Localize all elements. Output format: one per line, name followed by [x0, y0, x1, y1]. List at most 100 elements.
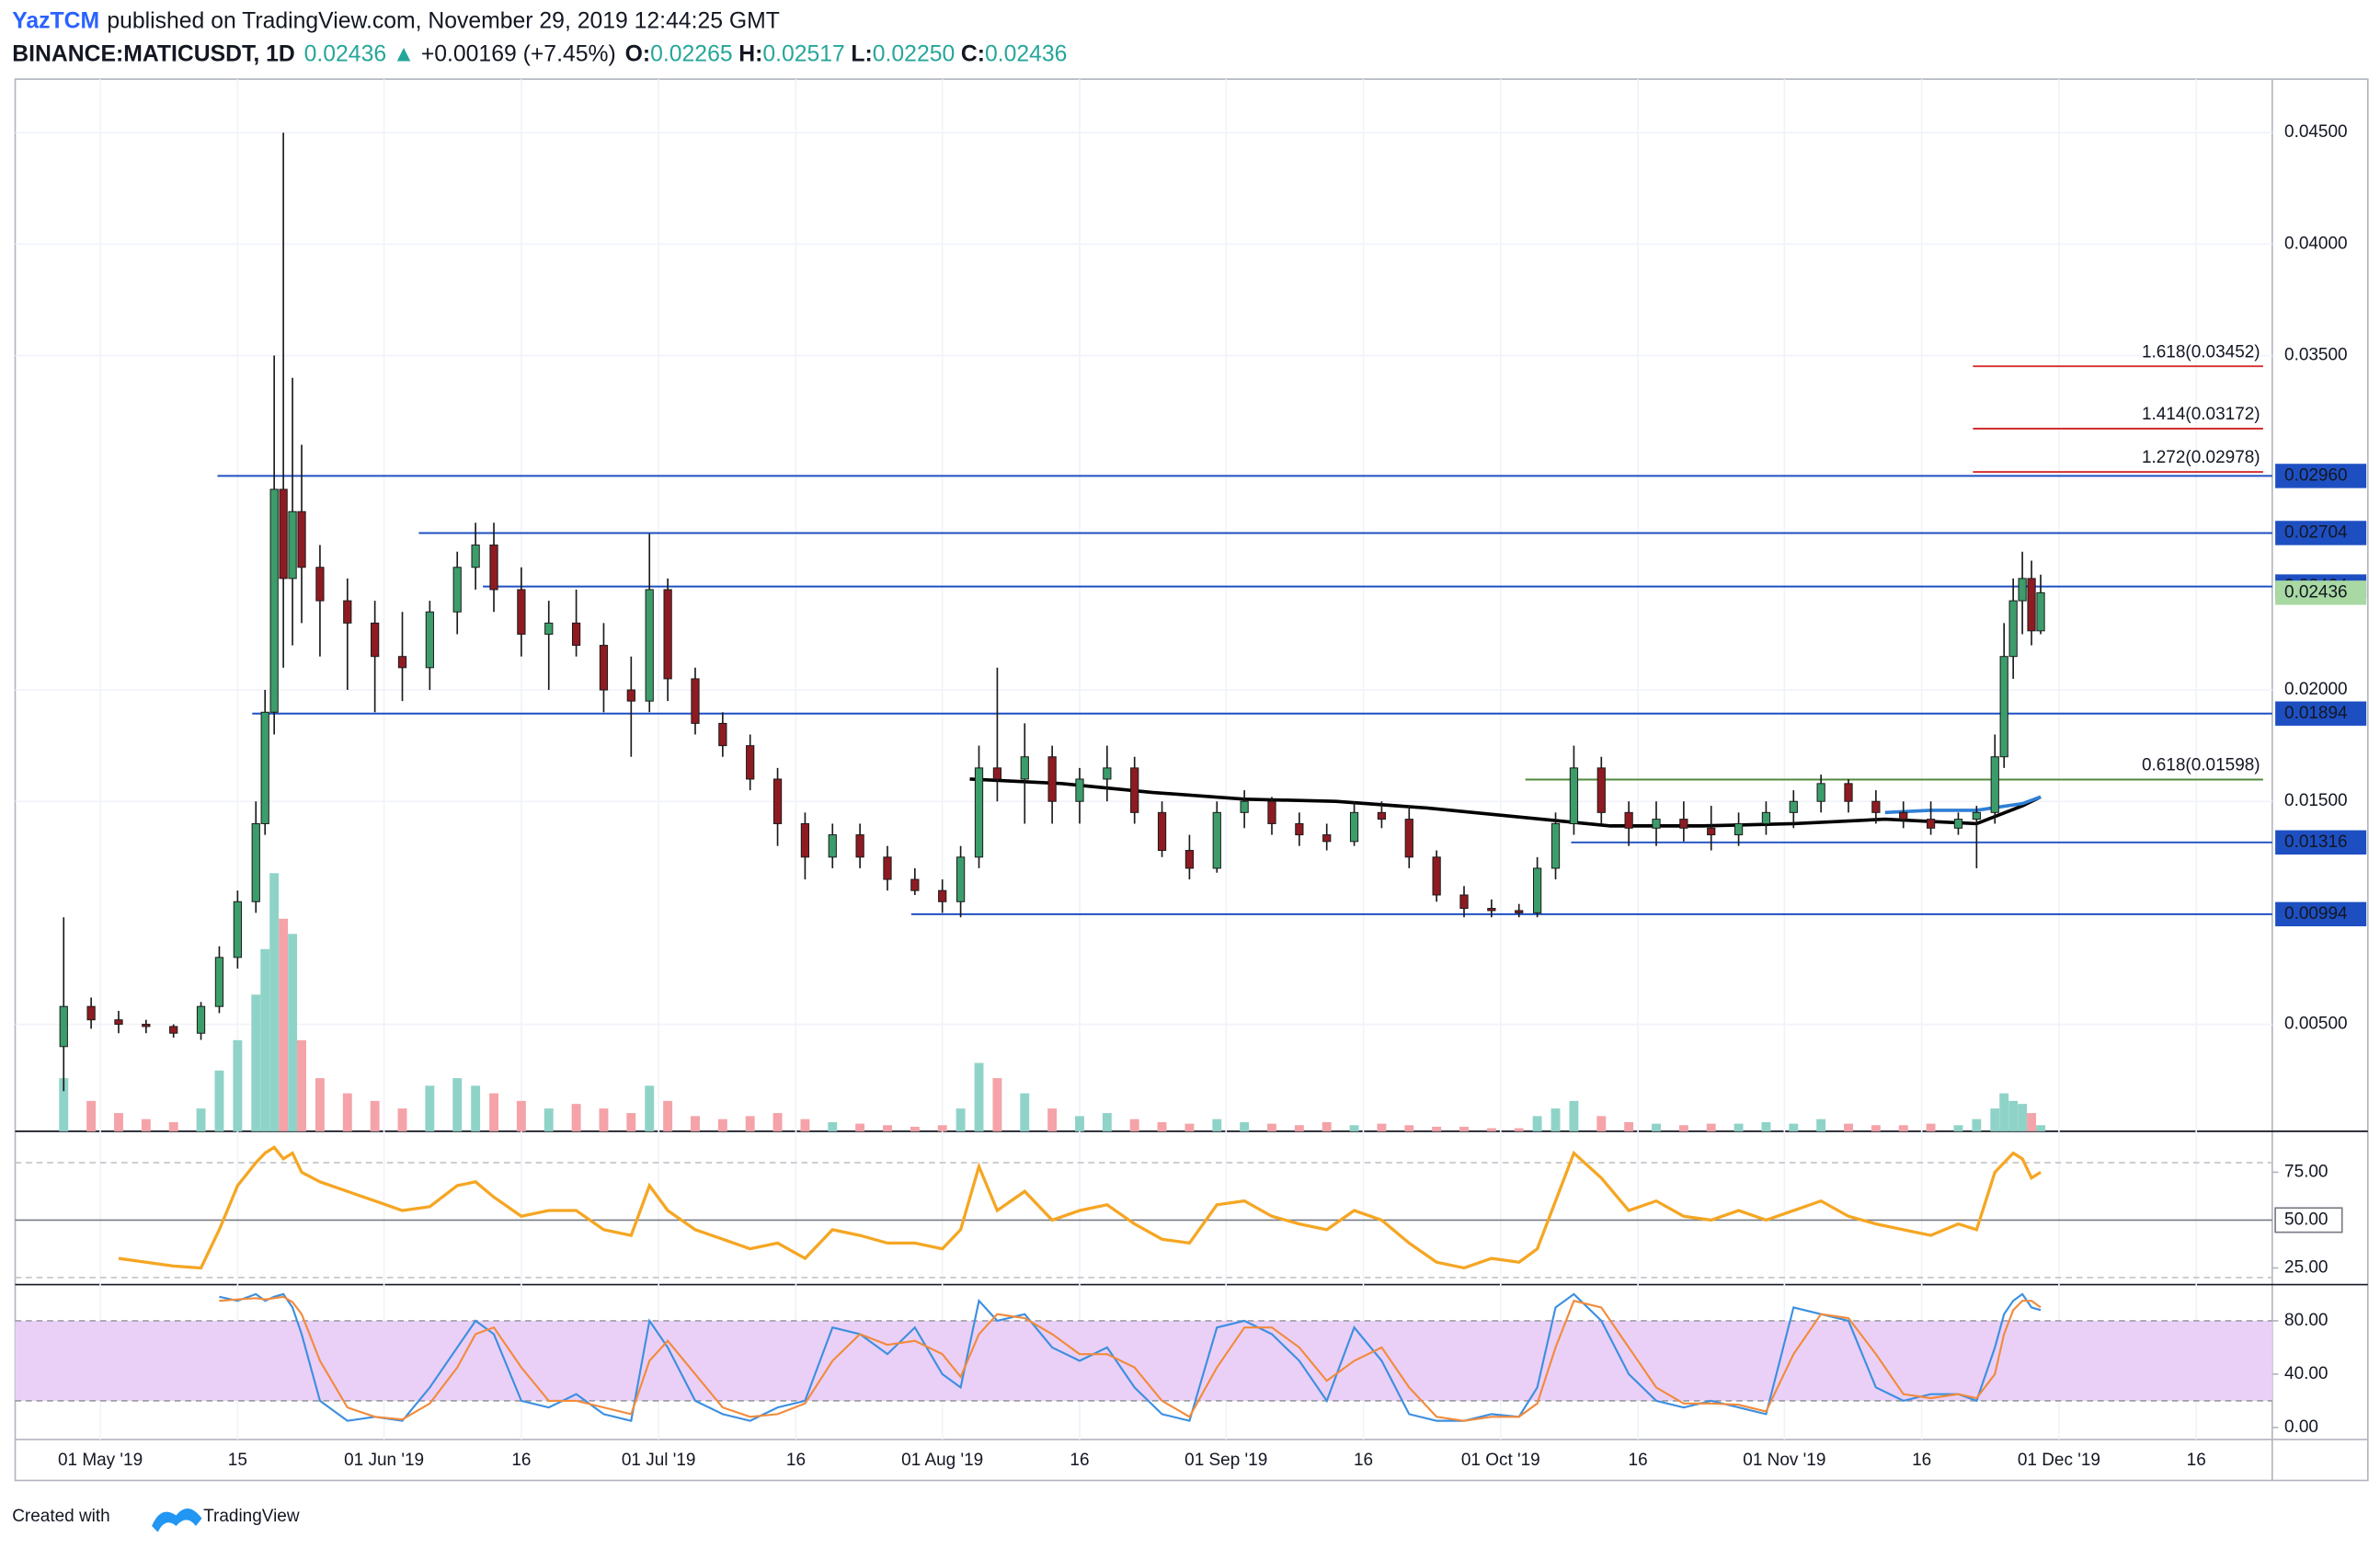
volume-bar: [168, 1121, 178, 1131]
candle-body: [1761, 811, 1771, 824]
volume-bar: [1294, 1125, 1304, 1131]
candle-body: [1871, 800, 1881, 813]
indicator-line: [219, 1295, 2042, 1422]
arrow: ▲: [393, 41, 416, 66]
volume-bar: [1761, 1121, 1771, 1131]
volume-bar: [214, 1070, 224, 1131]
candle-body: [1075, 778, 1084, 802]
candle-body: [269, 488, 279, 713]
volume-bar: [1349, 1125, 1359, 1131]
candle-body: [114, 1019, 123, 1026]
candle-body: [1130, 767, 1139, 813]
volume-bar: [1990, 1108, 2000, 1131]
candle-body: [1459, 894, 1469, 910]
volume-bar: [489, 1093, 498, 1131]
candle-body: [910, 878, 920, 891]
volume-bar: [645, 1085, 655, 1131]
x-tick-label: 15: [228, 1451, 247, 1470]
y-tick-label: 25.00: [2284, 1257, 2328, 1277]
candle-body: [1652, 819, 1661, 829]
y-tick-label: 0.04500: [2284, 122, 2348, 142]
volume-bar: [1240, 1121, 1250, 1131]
candle-body: [938, 889, 947, 902]
volume-bar: [1999, 1093, 2009, 1131]
volume-bar: [1972, 1119, 1982, 1131]
candle-body: [772, 778, 783, 824]
volume-bar: [745, 1116, 755, 1131]
candle-body: [1103, 767, 1112, 780]
volume-bar: [315, 1078, 325, 1131]
fib-label: 1.618(0.03452): [2142, 342, 2260, 361]
candle-body: [2018, 578, 2027, 602]
fib-label: 0.618(0.01598): [2142, 756, 2260, 775]
candle-body: [1349, 811, 1359, 843]
close-label: C:: [961, 41, 985, 66]
candle-body: [691, 678, 700, 724]
low-label: L:: [851, 41, 872, 66]
header-line-2: BINANCE:MATICUSDT, 1D 0.02436 ▲ +0.00169 (+…: [12, 41, 1067, 66]
last-price-label: 0.02436: [2284, 582, 2348, 602]
level-label-box: [2275, 521, 2367, 545]
volume-bar: [910, 1126, 920, 1131]
candle-body: [471, 545, 480, 568]
candle-body: [315, 567, 325, 602]
level-label-box: [2275, 701, 2367, 726]
author[interactable]: YazTCM: [12, 8, 99, 33]
candle-body: [371, 622, 380, 658]
published: published on TradingView.com, November 2…: [107, 8, 779, 33]
x-tick-label: 16: [511, 1451, 531, 1470]
volume-bar: [1550, 1108, 1561, 1131]
volume-bar: [544, 1108, 554, 1131]
change: +0.00169 (+7.45%): [421, 41, 616, 66]
volume-bar: [1816, 1119, 1826, 1131]
candle-body: [517, 589, 526, 635]
candle-body: [59, 1005, 68, 1048]
low: 0.02250: [873, 41, 955, 66]
candle-body: [279, 488, 288, 579]
volume-bar: [1871, 1125, 1881, 1131]
volume-bar: [2018, 1104, 2028, 1131]
volume-bar: [1267, 1123, 1276, 1131]
volume-bar: [1953, 1125, 1963, 1131]
volume-bar: [1532, 1116, 1542, 1131]
volume-bar: [1075, 1116, 1084, 1131]
level-label: 0.01894: [2284, 704, 2348, 723]
y-tick-label: 80.00: [2284, 1311, 2328, 1330]
candle-body: [297, 511, 306, 568]
candle-body: [1999, 656, 2008, 758]
price: 0.02436: [304, 41, 386, 66]
candle-body: [489, 545, 498, 591]
indicator-line: [219, 1292, 2042, 1422]
x-tick-label: 01 Aug '19: [901, 1451, 983, 1470]
candle-body: [1789, 800, 1798, 813]
header-line-1: YazTCM published on TradingView.com, Nove…: [12, 8, 780, 33]
volume-bar: [114, 1113, 123, 1131]
volume-bar: [2027, 1113, 2037, 1131]
level-label: 0.01316: [2284, 832, 2348, 852]
candle-body: [718, 722, 727, 747]
y-tick-label: 0.00500: [2284, 1015, 2348, 1034]
candle-body: [544, 622, 554, 635]
candle-body: [1532, 867, 1542, 913]
candle-body: [1596, 767, 1606, 813]
candle-body: [1707, 827, 1716, 836]
volume-bar: [196, 1108, 206, 1131]
candle-body: [196, 1005, 206, 1034]
footer-brand[interactable]: TradingView: [203, 1507, 300, 1526]
y-tick-label: 0.01500: [2284, 791, 2348, 810]
volume-bar: [1569, 1100, 1579, 1131]
volume-bar: [1486, 1128, 1496, 1131]
volume-bar: [1624, 1121, 1634, 1131]
candle-body: [214, 957, 224, 1007]
volume-bar: [233, 1039, 243, 1131]
candle-body: [288, 511, 297, 579]
x-tick-label: 16: [1354, 1451, 1373, 1470]
open-label: O:: [625, 41, 651, 66]
candle-body: [1267, 800, 1276, 824]
candle-body: [1157, 811, 1167, 852]
candle-body: [1322, 834, 1332, 843]
candle-body: [343, 600, 352, 624]
volume-bar: [2036, 1125, 2045, 1131]
last-price-box: [2275, 580, 2367, 605]
